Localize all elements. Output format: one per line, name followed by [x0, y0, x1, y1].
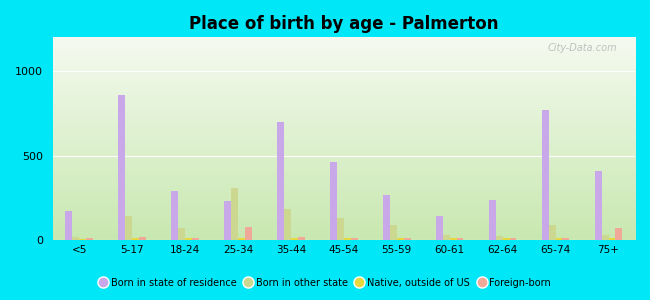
- Bar: [510, 238, 517, 240]
- Bar: [436, 217, 443, 240]
- Bar: [383, 194, 390, 240]
- Bar: [396, 238, 404, 240]
- Bar: [139, 237, 146, 240]
- Bar: [330, 162, 337, 240]
- Bar: [245, 226, 252, 240]
- Bar: [344, 238, 351, 240]
- Bar: [556, 238, 562, 240]
- Bar: [291, 238, 298, 240]
- Bar: [185, 238, 192, 240]
- Bar: [224, 201, 231, 240]
- Bar: [404, 238, 411, 240]
- Bar: [351, 238, 358, 240]
- Bar: [549, 225, 556, 240]
- Title: Place of birth by age - Palmerton: Place of birth by age - Palmerton: [189, 15, 499, 33]
- Bar: [66, 212, 72, 240]
- Bar: [595, 171, 602, 240]
- Text: City-Data.com: City-Data.com: [548, 44, 617, 53]
- Bar: [562, 238, 569, 240]
- Bar: [277, 122, 284, 240]
- Bar: [443, 235, 450, 240]
- Bar: [489, 200, 496, 240]
- Bar: [178, 228, 185, 240]
- Bar: [608, 238, 616, 240]
- Bar: [238, 238, 245, 240]
- Bar: [496, 236, 502, 240]
- Bar: [456, 238, 463, 240]
- Bar: [450, 238, 456, 240]
- Bar: [79, 239, 86, 240]
- Bar: [284, 209, 291, 240]
- Bar: [172, 191, 178, 240]
- Bar: [390, 225, 396, 240]
- Bar: [231, 188, 238, 240]
- Legend: Born in state of residence, Born in other state, Native, outside of US, Foreign-: Born in state of residence, Born in othe…: [95, 274, 555, 292]
- Bar: [542, 110, 549, 240]
- Bar: [86, 238, 93, 240]
- Bar: [132, 238, 139, 240]
- Bar: [192, 238, 199, 240]
- Bar: [602, 235, 608, 240]
- Bar: [72, 237, 79, 240]
- Bar: [502, 238, 510, 240]
- Bar: [298, 237, 305, 240]
- Bar: [337, 218, 344, 240]
- Bar: [125, 217, 132, 240]
- Bar: [118, 95, 125, 240]
- Bar: [616, 228, 622, 240]
